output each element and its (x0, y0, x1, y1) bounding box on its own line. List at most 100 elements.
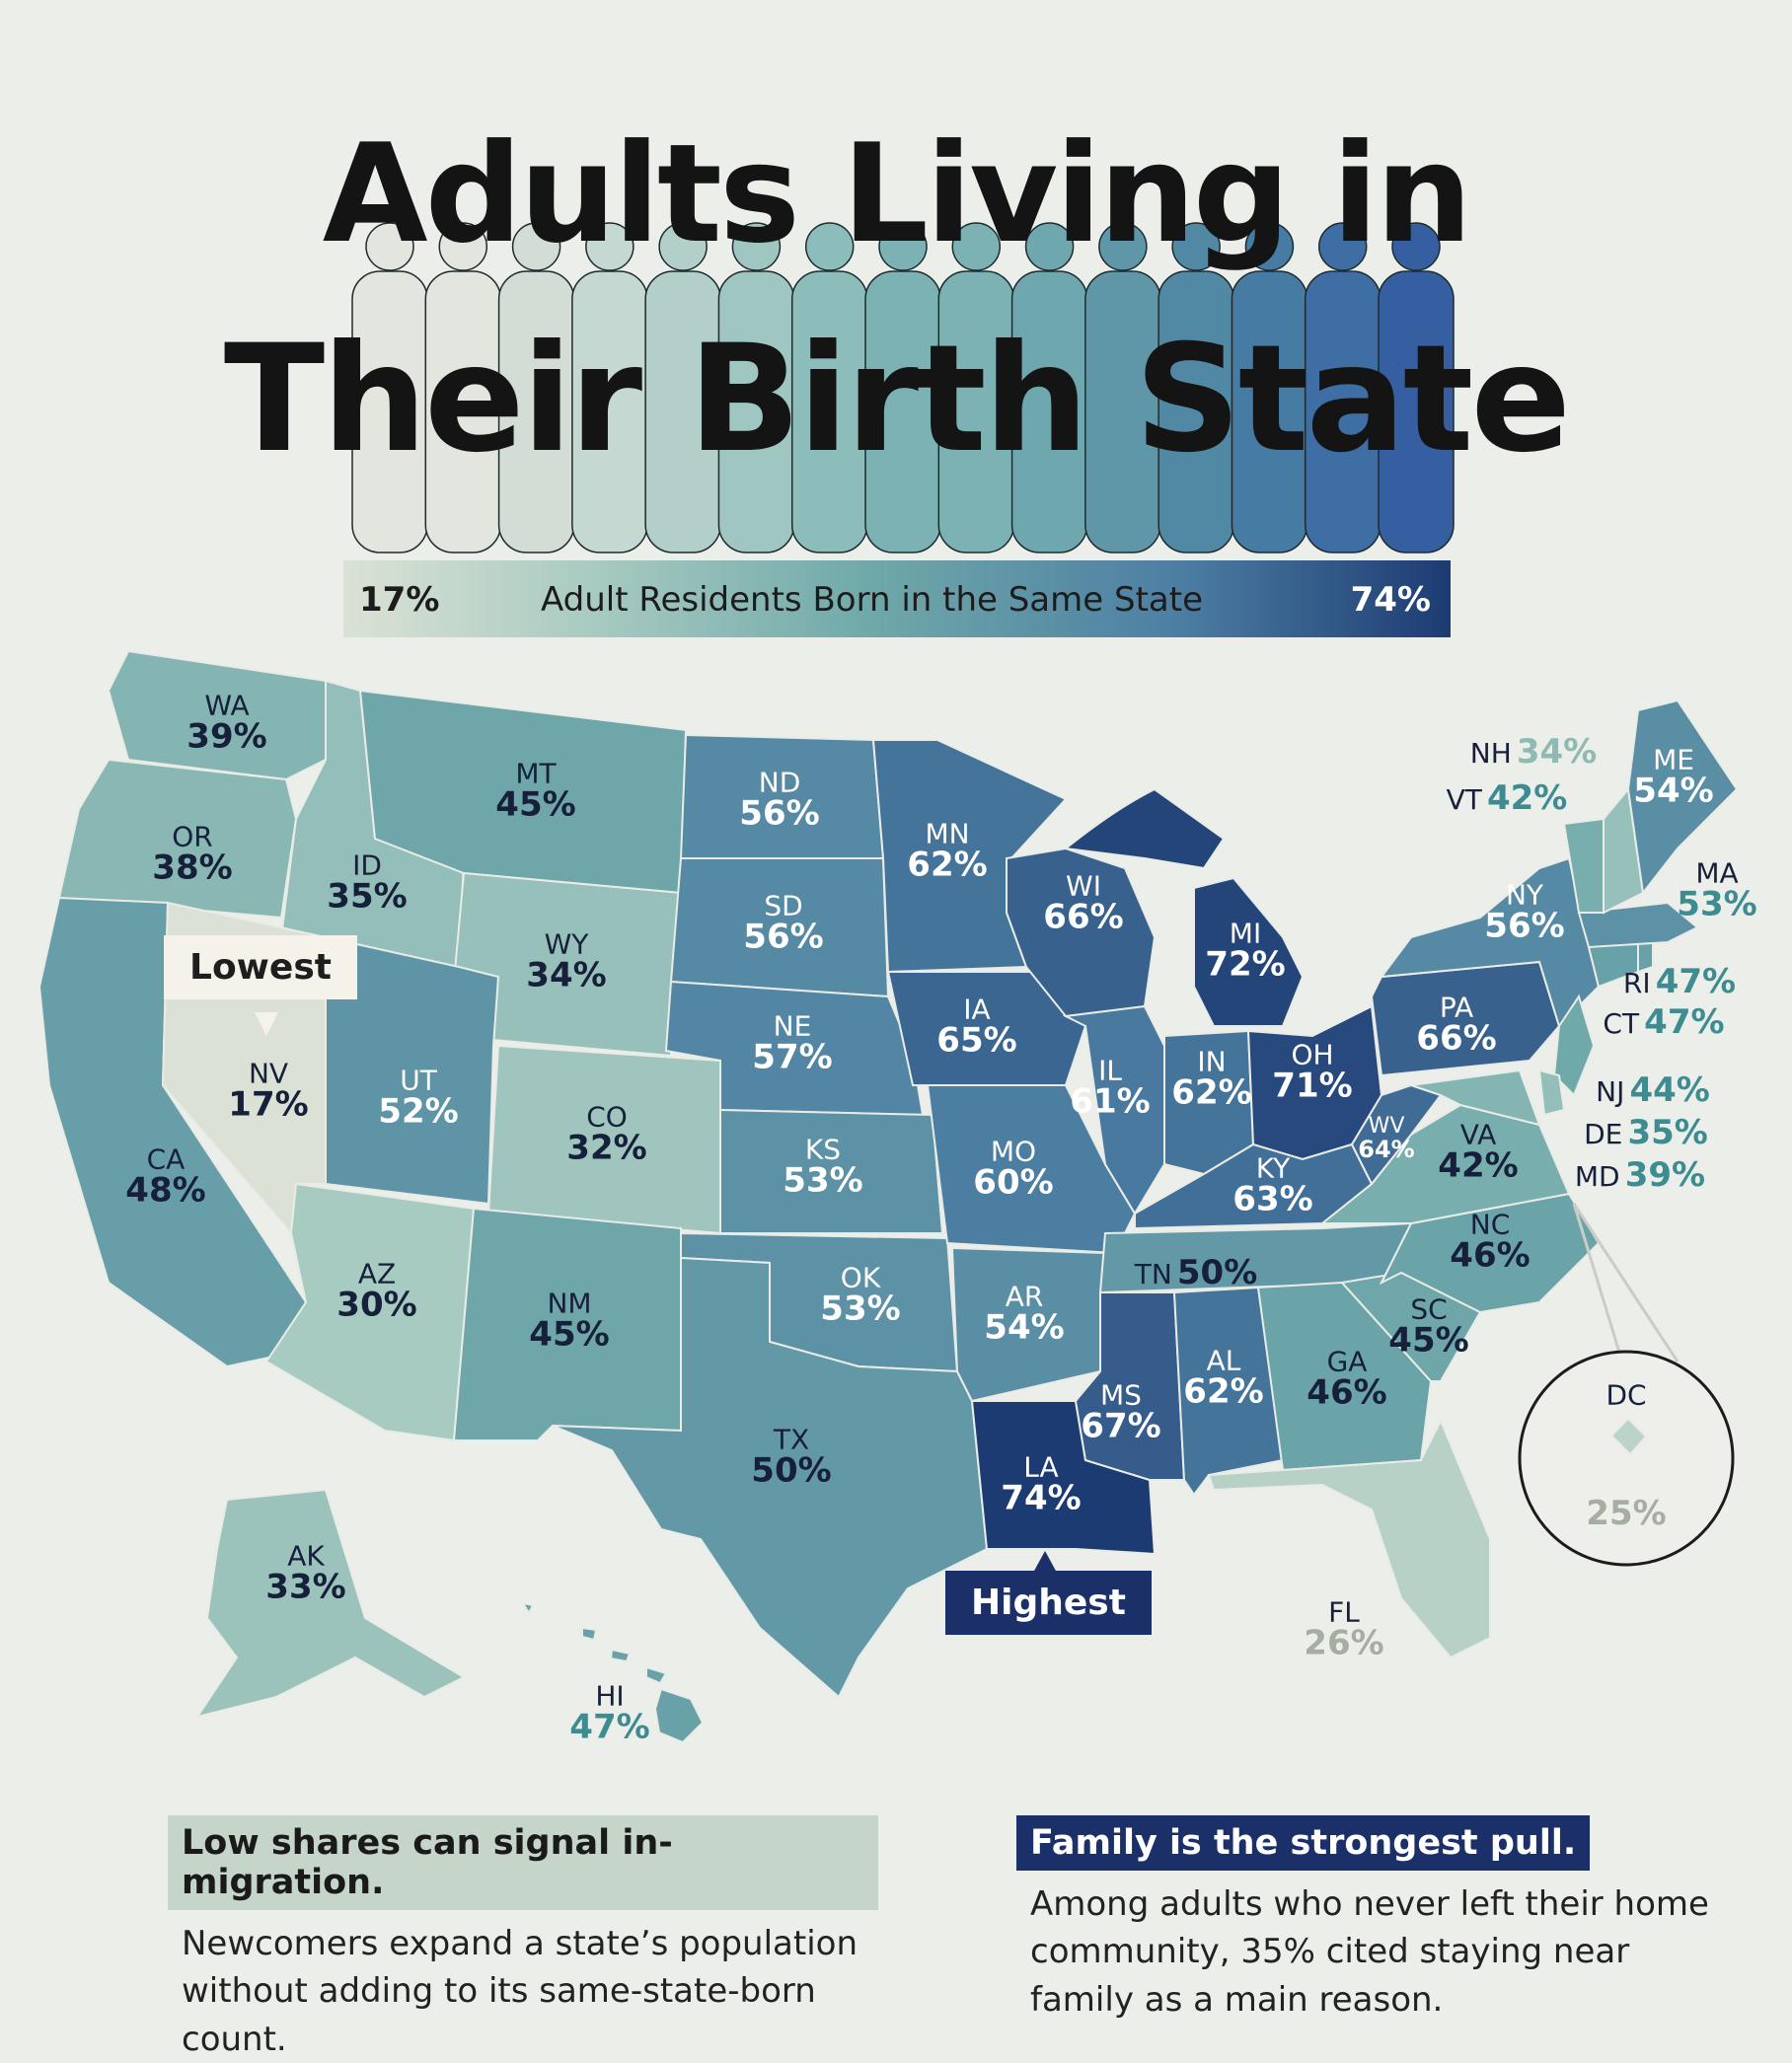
label-vt: VT 42% (1446, 778, 1568, 819)
label-md: MD 39% (1574, 1155, 1706, 1196)
label-wa: WA 39% (187, 689, 267, 757)
label-nv: NV 17% (228, 1057, 309, 1125)
state-shape-ak (194, 1488, 467, 1719)
state-shape-hi (520, 1601, 705, 1744)
person-figure (864, 222, 941, 553)
state-shape-ar (950, 1246, 1107, 1403)
label-tn: TN 50% (1134, 1253, 1258, 1293)
state-shape-me (1626, 699, 1739, 896)
label-tx: TX 50% (751, 1423, 832, 1491)
person-figure (1378, 222, 1455, 553)
label-ca: CA 48% (125, 1142, 206, 1211)
label-ct: CT 47% (1603, 1002, 1725, 1043)
person-figure (571, 222, 648, 553)
label-me: ME 54% (1633, 743, 1714, 811)
state-shape-fl (1207, 1418, 1491, 1659)
title-line-2: Their Birth State (223, 314, 1571, 485)
lowest-pointer (255, 1012, 278, 1036)
state-shape-mi (1063, 787, 1305, 1027)
label-ma: MA 53% (1677, 856, 1757, 924)
person-figure (1231, 222, 1308, 553)
person-figure (424, 222, 502, 553)
state-shape-nj (1552, 994, 1596, 1097)
label-ut: UT 52% (378, 1064, 459, 1132)
state-shape-dc (1609, 1417, 1648, 1456)
label-wi: WI 66% (1043, 869, 1124, 937)
label-de: DE 35% (1584, 1113, 1708, 1153)
person-figure (351, 222, 428, 553)
state-shape-ks (719, 1108, 944, 1234)
label-la: LA 74% (1001, 1450, 1082, 1518)
label-pa: PA 66% (1416, 991, 1497, 1059)
label-in: IN 62% (1171, 1045, 1252, 1113)
legend-label: Adult Residents Born in the Same State (541, 580, 1203, 620)
us-map (37, 649, 1739, 1744)
state-shape-ma (1577, 901, 1699, 949)
state-shape-tx (552, 1256, 989, 1699)
state-shape-ia (886, 971, 1087, 1086)
label-nm: NM 45% (529, 1287, 610, 1355)
label-id: ID 35% (327, 848, 408, 917)
person-figure (717, 222, 795, 553)
label-ms: MS 67% (1081, 1378, 1161, 1446)
note-in-migration-body: Newcomers expand a state’s population wi… (182, 1924, 859, 2059)
label-nd: ND 56% (739, 766, 820, 834)
legend-bar: 17% Adult Residents Born in the Same Sta… (343, 560, 1451, 637)
label-ak: AK 33% (265, 1539, 346, 1607)
person-figure (497, 222, 575, 553)
legend-max: 74% (1350, 580, 1431, 620)
dc-inset-wedge-2 (1572, 1203, 1680, 1363)
label-il: IL 61% (1070, 1054, 1151, 1122)
label-mi: MI 72% (1205, 917, 1286, 985)
callout-lowest: Lowest (164, 935, 357, 999)
label-oh: OH 71% (1272, 1038, 1353, 1106)
state-shape-or (57, 758, 298, 920)
label-ri: RI 47% (1622, 962, 1737, 1002)
note-family-heading: Family is the strongest pull. (1016, 1815, 1591, 1871)
note-in-migration-heading: Low shares can signal in-migration. (168, 1815, 878, 1910)
label-mn: MN 62% (907, 817, 988, 885)
person-figure (790, 222, 868, 553)
label-al: AL 62% (1183, 1344, 1264, 1412)
state-shape-ga (1256, 1281, 1433, 1472)
people-illustration (351, 222, 1455, 553)
label-ia: IA 65% (936, 993, 1017, 1061)
label-ky: KY 63% (1232, 1151, 1313, 1219)
note-in-migration: Low shares can signal in-migration. Newc… (168, 1815, 878, 2063)
label-nc: NC 46% (1450, 1208, 1531, 1276)
person-figure (1084, 222, 1161, 553)
label-va: VA 42% (1438, 1118, 1519, 1186)
person-figure (1304, 222, 1381, 553)
state-shape-ut (325, 935, 500, 1206)
label-sd: SD 56% (743, 889, 824, 957)
label-fl: FL 26% (1304, 1595, 1384, 1663)
label-nh: NH 34% (1469, 732, 1598, 773)
note-family-body: Among adults who never left their home c… (1030, 1884, 1709, 2020)
label-az: AZ 30% (336, 1257, 417, 1325)
label-mt: MT 45% (495, 757, 576, 825)
note-family: Family is the strongest pull. Among adul… (1016, 1815, 1727, 2024)
label-mo: MO 60% (973, 1135, 1054, 1203)
label-ga: GA 46% (1307, 1345, 1387, 1413)
label-or: OR 38% (152, 820, 233, 888)
label-ar: AR 54% (984, 1280, 1065, 1348)
legend-min: 17% (359, 580, 440, 620)
label-hi: HI 47% (569, 1679, 650, 1747)
label-dc-abbr: DC (1605, 1378, 1647, 1412)
label-ny: NY 56% (1484, 878, 1565, 946)
label-wv: WV 64% (1358, 1113, 1415, 1163)
title-line-1: Adults Living in (322, 114, 1472, 273)
label-ks: KS 53% (783, 1133, 863, 1201)
label-wy: WY 34% (526, 927, 607, 995)
state-shape-il (1062, 1004, 1165, 1216)
state-shape-md (1410, 1068, 1541, 1127)
label-sc: SC 45% (1388, 1292, 1469, 1361)
callout-highest: Highest (945, 1571, 1152, 1635)
label-ok: OK 53% (820, 1261, 901, 1329)
label-dc-pct: 25% (1586, 1494, 1667, 1534)
highest-pointer (1033, 1551, 1057, 1573)
label-co: CO 32% (566, 1100, 647, 1168)
dc-inset-circle (1518, 1350, 1735, 1567)
state-shape-de (1537, 1068, 1566, 1117)
